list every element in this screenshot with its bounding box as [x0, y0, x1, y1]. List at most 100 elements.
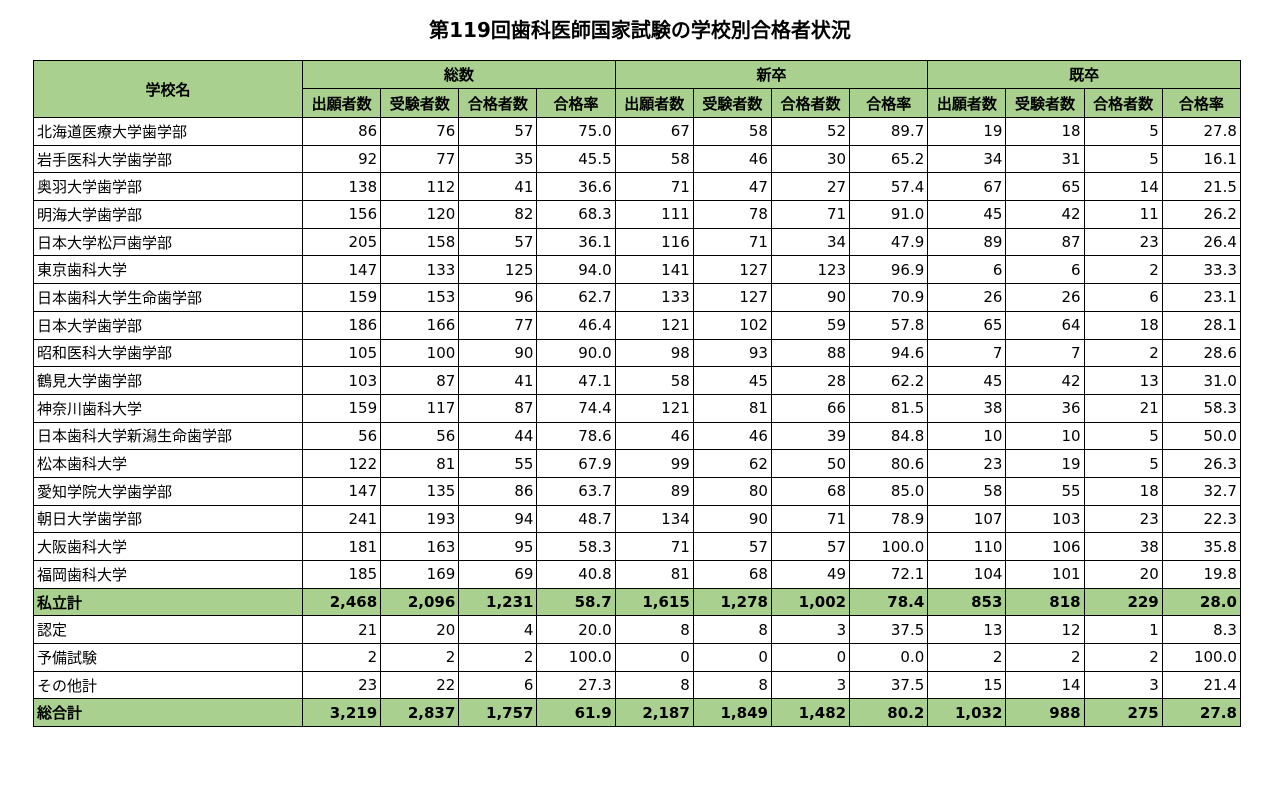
school-row: 日本歯科大学新潟生命歯学部 56 56 44 78.6 46 46 39 84.8 10 10 5 50…: [33, 421, 1241, 451]
value-cell: 71: [770, 504, 851, 534]
value-cell: 77: [458, 310, 538, 340]
value-cell: 23: [1083, 504, 1163, 534]
value-cell: 41: [458, 172, 538, 202]
value-cell: 121: [614, 393, 694, 423]
value-cell: 127: [692, 283, 772, 312]
value-cell: 1,278: [692, 587, 772, 617]
school-row: 鶴見大学歯学部 103 87 41 47.1 58 45 28 62.2 45 42 13 31.0: [33, 366, 1241, 395]
value-cell: 117: [380, 393, 460, 423]
group-header: 総数: [302, 60, 616, 89]
value-cell: 80.6: [849, 449, 929, 478]
value-cell: 70.9: [849, 283, 929, 312]
column-header: 合格者数: [1083, 88, 1163, 118]
school-row: 松本歯科大学 122 81 55 67.9 99 62 50 80.6 23 19 5 26.3: [33, 449, 1241, 478]
value-cell: 67.9: [536, 449, 616, 478]
school-row: 神奈川歯科大学 159 117 87 74.4 121 81 66 81.5 38 36 21 58.3: [33, 393, 1241, 423]
value-cell: 10: [1005, 421, 1085, 451]
value-cell: 138: [301, 172, 382, 202]
column-header: 受験者数: [692, 88, 772, 118]
value-cell: 90.0: [536, 338, 616, 368]
value-cell: 57: [458, 117, 538, 146]
value-cell: 89.7: [849, 117, 929, 146]
value-cell: 31.0: [1161, 366, 1241, 395]
value-cell: 1,231: [458, 587, 538, 617]
value-cell: 166: [380, 310, 460, 340]
school-name: 日本大学歯学部: [33, 310, 303, 340]
school-row: 認定 21 20 4 20.0 8 8 3 37.5 13 12 1 8.3: [33, 615, 1241, 645]
value-cell: 193: [380, 504, 460, 534]
value-cell: 26: [927, 283, 1007, 312]
value-cell: 0.0: [849, 643, 929, 672]
column-header: 受験者数: [380, 88, 460, 118]
value-cell: 0: [614, 643, 694, 672]
school-row: 予備試験 2 2 2 100.0 0 0 0 0.0 2 2 2 100.0: [33, 643, 1241, 672]
column-header: 合格者数: [458, 88, 538, 118]
value-cell: 78: [692, 200, 772, 229]
value-cell: 2: [1083, 255, 1163, 285]
value-cell: 85.0: [849, 476, 929, 506]
value-cell: 5: [1083, 421, 1163, 451]
value-cell: 7: [1005, 338, 1085, 368]
value-cell: 58: [614, 366, 694, 395]
value-cell: 7: [927, 338, 1007, 368]
value-cell: 57.8: [849, 310, 929, 340]
value-cell: 76: [380, 117, 460, 146]
value-cell: 90: [458, 338, 538, 368]
school-name: 朝日大学歯学部: [33, 504, 303, 534]
value-cell: 105: [301, 338, 382, 368]
value-cell: 163: [380, 532, 460, 561]
value-cell: 229: [1083, 587, 1163, 617]
value-cell: 80.2: [849, 698, 929, 728]
value-cell: 57.4: [849, 172, 929, 202]
value-cell: 3: [770, 670, 851, 700]
school-name: 日本歯科大学新潟生命歯学部: [33, 421, 303, 451]
value-cell: 78.4: [849, 587, 929, 617]
value-cell: 66: [770, 393, 851, 423]
value-cell: 35.8: [1161, 532, 1241, 561]
value-cell: 41: [458, 366, 538, 395]
value-cell: 88: [770, 338, 851, 368]
value-cell: 0: [692, 643, 772, 672]
value-cell: 181: [301, 532, 382, 561]
value-cell: 1: [1083, 615, 1163, 645]
value-cell: 52: [770, 117, 851, 146]
value-cell: 78.9: [849, 504, 929, 534]
value-cell: 42: [1005, 200, 1085, 229]
value-cell: 26.2: [1161, 200, 1241, 229]
value-cell: 103: [1005, 504, 1085, 534]
value-cell: 101: [1005, 560, 1085, 589]
value-cell: 1,002: [770, 587, 851, 617]
value-cell: 159: [301, 393, 382, 423]
value-cell: 96: [458, 283, 538, 312]
school-name: 日本大学松戸歯学部: [33, 227, 303, 257]
school-row: 奥羽大学歯学部 138 112 41 36.6 71 47 27 57.4 67 65 14 21.5: [33, 172, 1241, 202]
value-cell: 62.2: [849, 366, 929, 395]
value-cell: 80: [692, 476, 772, 506]
value-cell: 81: [380, 449, 460, 478]
value-cell: 107: [927, 504, 1007, 534]
value-cell: 65: [927, 310, 1007, 340]
value-cell: 2: [1083, 338, 1163, 368]
value-cell: 275: [1083, 698, 1163, 728]
value-cell: 68: [770, 476, 851, 506]
total-row: 総合計 3,219 2,837 1,757 61.9 2,187 1,849 1,482 80.…: [33, 698, 1241, 728]
value-cell: 1,482: [770, 698, 851, 728]
value-cell: 47.1: [536, 366, 616, 395]
school-name: 愛知学院大学歯学部: [33, 476, 303, 506]
group-header: 既卒: [927, 60, 1241, 89]
value-cell: 65.2: [849, 144, 929, 174]
value-cell: 116: [614, 227, 694, 257]
school-row: 北海道医療大学歯学部 86 76 57 75.0 67 58 52 89.7 19 18 5 27.8: [33, 117, 1241, 146]
value-cell: 67: [927, 172, 1007, 202]
value-cell: 68.3: [536, 200, 616, 229]
value-cell: 21.5: [1161, 172, 1241, 202]
value-cell: 33.3: [1161, 255, 1241, 285]
school-name: 東京歯科大学: [33, 255, 303, 285]
school-row: 朝日大学歯学部 241 193 94 48.7 134 90 71 78.9 107 103 23 22…: [33, 504, 1241, 534]
value-cell: 23: [1083, 227, 1163, 257]
value-cell: 125: [458, 255, 538, 285]
school-row: 東京歯科大学 147 133 125 94.0 141 127 123 96.9 6 6 2 33.3: [33, 255, 1241, 285]
value-cell: 8: [692, 615, 772, 645]
value-cell: 90: [692, 504, 772, 534]
value-cell: 72.1: [849, 560, 929, 589]
